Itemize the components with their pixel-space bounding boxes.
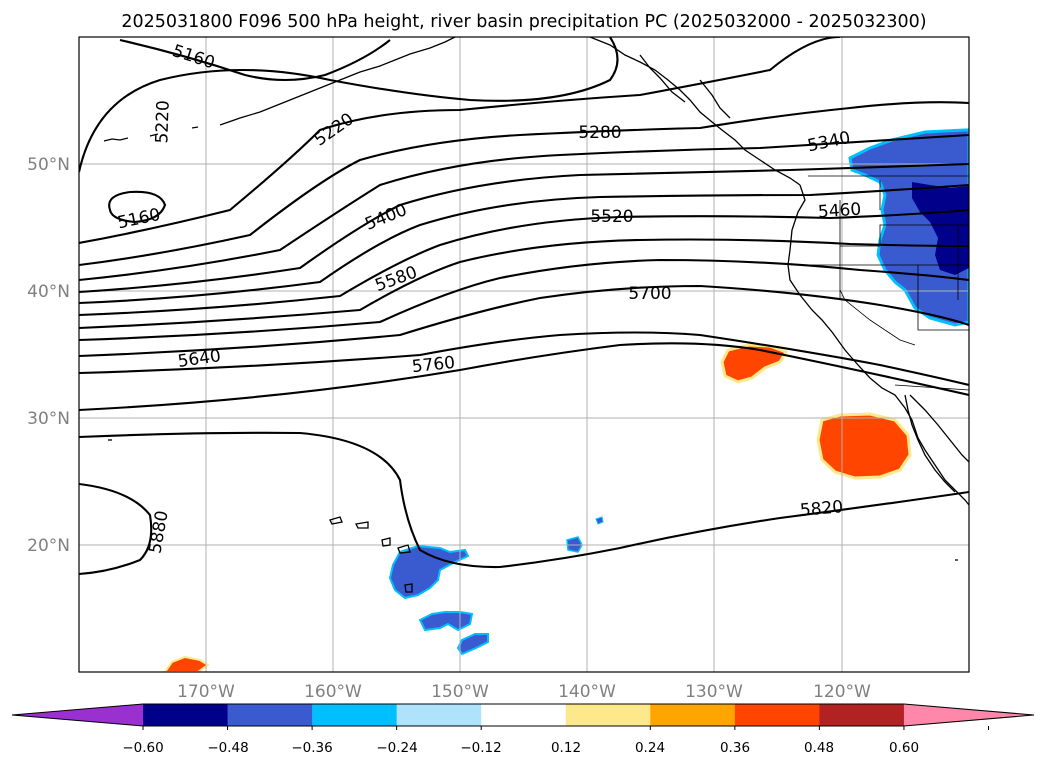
colorbar-segment [819, 704, 905, 726]
lon-tick-label: 160°W [304, 682, 362, 702]
colorbar-segment [565, 704, 651, 726]
precip-patch-southwest [163, 655, 210, 672]
precip-patch-baja [816, 412, 912, 480]
contour-label: 5220 [152, 100, 173, 144]
colorbar-tick-label: 0.48 [804, 740, 834, 756]
lon-tick-label: 170°W [177, 682, 235, 702]
precip-patch-hawaii-3 [456, 633, 489, 656]
contour-label: 5820 [799, 497, 844, 521]
colorbar-segment [481, 704, 567, 726]
colorbar-tick-label: 0.24 [635, 740, 665, 756]
colorbar-extend-low [12, 704, 143, 726]
colorbar-tick-label: −0.48 [207, 740, 248, 756]
precip-patch-tiny [595, 516, 604, 525]
colorbar-segment [312, 704, 398, 726]
contour-label: 5460 [817, 200, 862, 223]
precip-patch-hawaii-2 [418, 611, 474, 632]
contour-label: 5520 [590, 207, 633, 227]
colorbar-tick-label: −0.24 [376, 740, 417, 756]
contour-label: 5280 [578, 123, 621, 143]
lon-tick-label: 120°W [813, 682, 871, 702]
contour-label: 5760 [411, 353, 456, 377]
lon-tick-label: 140°W [558, 682, 616, 702]
lat-tick-label: 20°N [27, 536, 70, 556]
lat-tick-label: 30°N [27, 409, 70, 429]
colorbar-segment [227, 704, 313, 726]
height-contours [79, 37, 969, 576]
colorbar-tick-label: 0.36 [720, 740, 750, 756]
colorbar-segment [734, 704, 820, 726]
colorbar-segment [396, 704, 482, 726]
colorbar-tick-label: −0.36 [291, 740, 332, 756]
lat-tick-label: 40°N [27, 282, 70, 302]
colorbar-tick-label: −0.60 [122, 740, 163, 756]
colorbar-tick-label: 0.12 [551, 740, 581, 756]
colorbar-extend-high [903, 704, 1034, 726]
colorbar-segment [143, 704, 229, 726]
colorbar-tick-label: −0.12 [460, 740, 501, 756]
contour-label: 5700 [628, 284, 671, 304]
lat-tick-label: 50°N [27, 155, 70, 175]
coastlines [103, 37, 969, 593]
longitude-labels: 170°W 160°W 150°W 140°W 130°W 120°W [177, 682, 871, 702]
colorbar-labels: −0.60 −0.48 −0.36 −0.24 −0.12 0.12 0.24 … [122, 740, 919, 756]
graticule [79, 37, 969, 672]
lon-tick-label: 150°W [431, 682, 489, 702]
precip-patch-northwest-core [912, 182, 969, 275]
lon-tick-label: 130°W [685, 682, 743, 702]
colorbar [11, 703, 1035, 730]
map-title: 2025031800 F096 500 hPa height, river ba… [121, 12, 926, 32]
latitude-labels: 20°N 30°N 40°N 50°N [27, 155, 70, 556]
map-frame [78, 36, 970, 673]
colorbar-tick-label: 0.60 [889, 740, 919, 756]
colorbar-segment [650, 704, 736, 726]
